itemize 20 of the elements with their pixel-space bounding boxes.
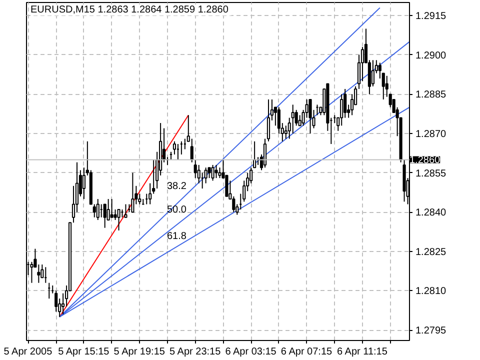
y-tick-label: 1.2795 (416, 326, 447, 337)
y-tick-label: 1.2855 (416, 168, 447, 180)
x-tick-label: 5 Apr 2005 (4, 346, 53, 358)
y-tick-label: 1.2870 (416, 129, 447, 140)
y-tick-label: 1.2900 (416, 50, 447, 62)
x-tick-label: 6 Apr 03:15 (225, 346, 277, 358)
y-tick-label: 1.2825 (416, 246, 447, 258)
x-tick-label: 6 Apr 11:15 (337, 346, 388, 358)
annotation: 61.8 (166, 230, 187, 242)
y-tick-label: 1.2810 (416, 286, 447, 298)
y-tick-label: 1.2840 (416, 208, 447, 219)
x-tick-label: 5 Apr 19:15 (114, 346, 166, 358)
ref-line-label: 1.2860 (410, 155, 441, 166)
y-tick-label: 1.2885 (416, 90, 447, 101)
x-tick-label: 6 Apr 07:15 (280, 346, 333, 358)
x-tick-label: 5 Apr 15:15 (58, 346, 110, 358)
y-tick-label: 1.2915 (416, 11, 447, 22)
x-tick-label: 5 Apr 23:15 (170, 346, 222, 358)
chart-title: EURUSD,M15 1.2863 1.2864 1.2859 1.2860 (30, 4, 229, 16)
annotation: 38.2 (166, 181, 187, 192)
